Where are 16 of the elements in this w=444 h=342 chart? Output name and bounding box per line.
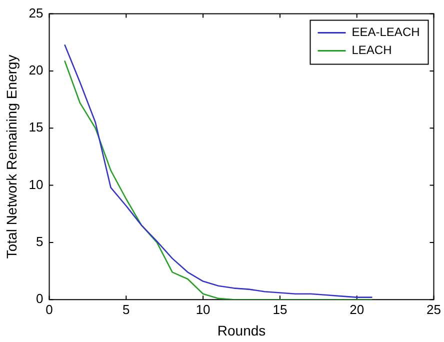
x-tick-label: 25: [426, 302, 442, 317]
x-tick-label: 0: [46, 302, 53, 317]
y-axis-title: Total Network Remaining Energy: [3, 54, 20, 259]
y-tick-label: 25: [28, 5, 44, 20]
x-tick-label: 20: [350, 302, 364, 317]
x-axis-title: Rounds: [217, 322, 266, 338]
legend-label: LEACH: [352, 43, 392, 58]
y-tick-label: 10: [28, 176, 44, 192]
x-tick-label: 10: [196, 302, 210, 317]
y-tick-label: 20: [28, 62, 44, 78]
x-tick-label: 5: [122, 302, 130, 317]
x-tick-label: 15: [272, 302, 288, 317]
y-tick-label: 15: [28, 120, 44, 135]
y-tick-label: 0: [36, 291, 44, 306]
y-tick-label: 5: [36, 234, 44, 250]
legend-label: EEA-LEACH: [352, 25, 420, 40]
